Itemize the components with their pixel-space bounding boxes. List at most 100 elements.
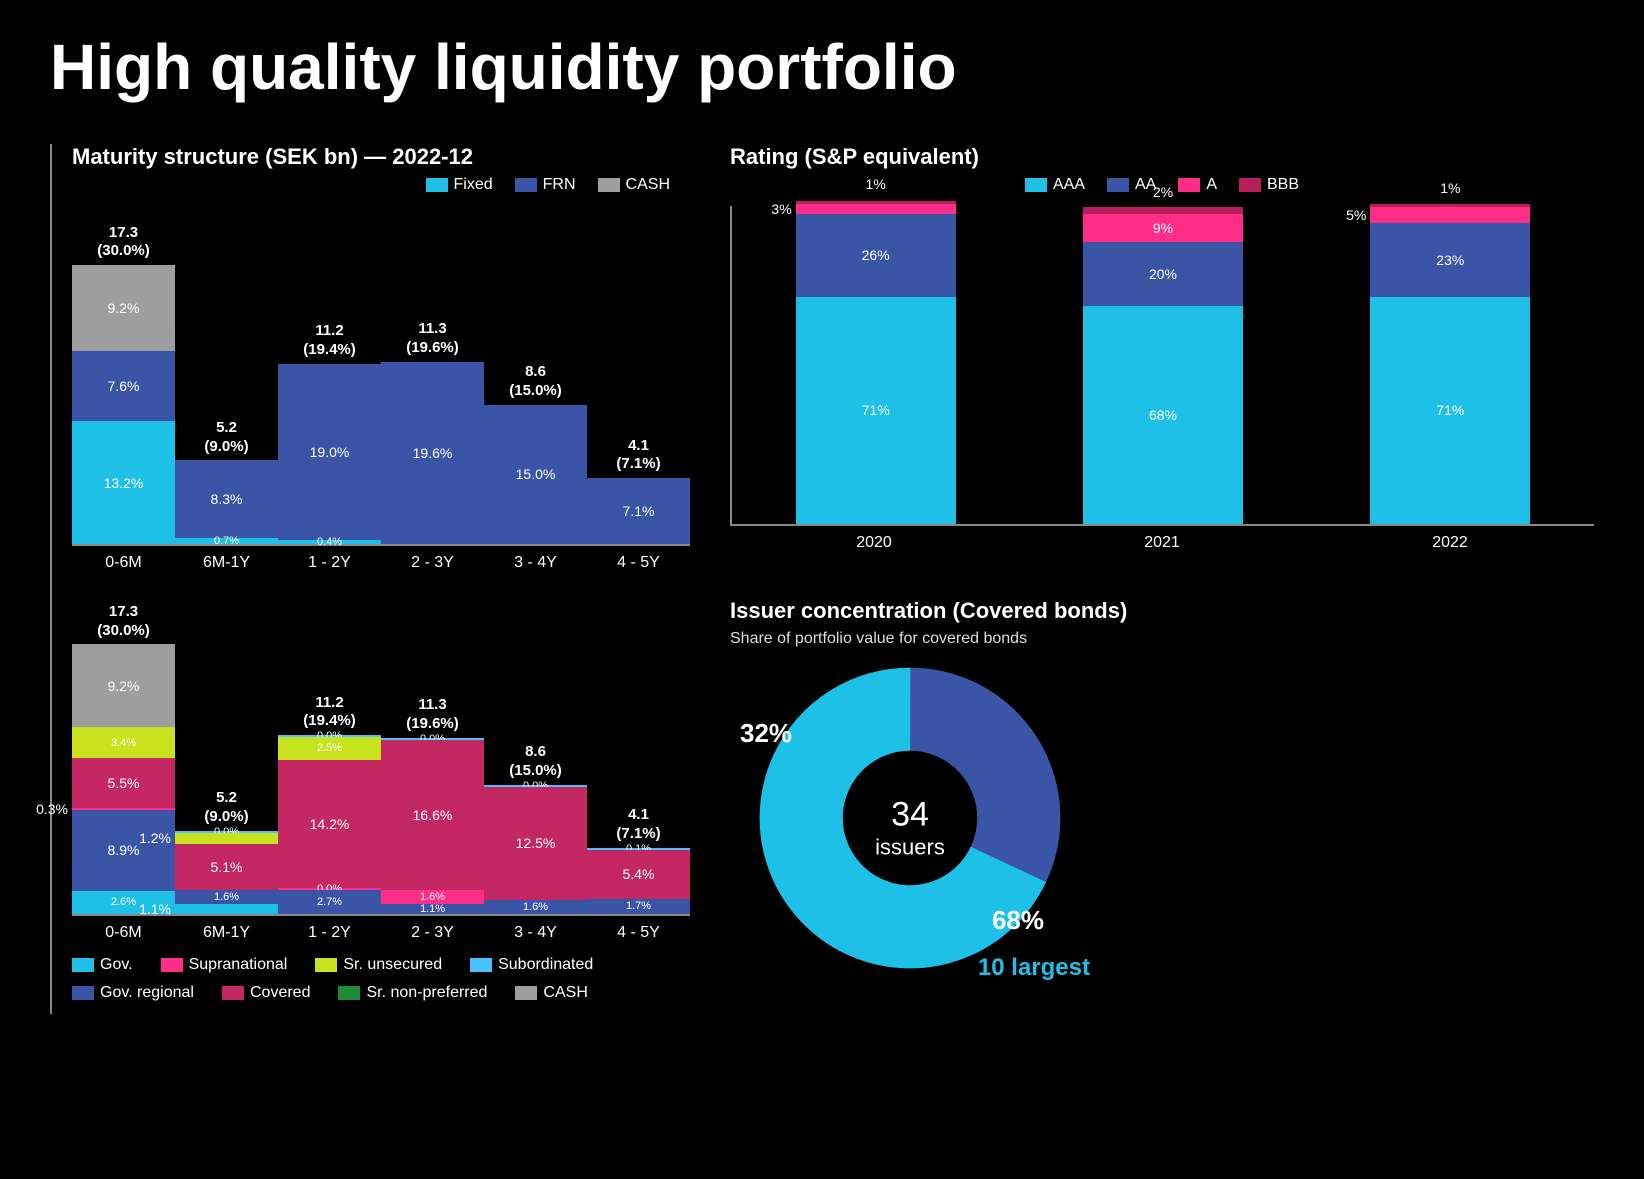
legend-item: CASH — [598, 176, 670, 194]
maturity-title: Maturity structure (SEK bn) — 2022-12 — [72, 144, 690, 170]
bar-segment: 1.6% — [484, 900, 587, 914]
issuer-title: Issuer concentration (Covered bonds) — [730, 598, 1594, 624]
maturity-xlabels-top: 0-6M6M-1Y1 - 2Y2 - 3Y3 - 4Y4 - 5Y — [72, 554, 690, 572]
x-label: 3 - 4Y — [484, 554, 587, 572]
page-title: High quality liquidity portfolio — [50, 30, 1594, 104]
bar-segment: 7.1% — [587, 478, 690, 544]
bar-col: 11.3(19.6%) 19.6% — [381, 320, 484, 544]
bar-segment: 9% — [1083, 214, 1243, 243]
donut-center-text: issuers — [875, 835, 945, 861]
bar-segment: 16.6% — [381, 740, 484, 890]
x-label: 4 - 5Y — [587, 554, 690, 572]
maturity-legend-bot: Gov.SupranationalSr. unsecuredSubordinat… — [72, 956, 690, 1002]
bar-total: 17.3(30.0%) — [97, 224, 150, 262]
bar-segment: 23% — [1370, 223, 1530, 297]
legend-item: AAA — [1025, 176, 1085, 194]
donut-center: 34 issuers — [875, 796, 945, 861]
legend-item: FRN — [515, 176, 576, 194]
bar-total: 5.2(9.0%) — [204, 789, 248, 827]
rating-title: Rating (S&P equivalent) — [730, 144, 1594, 170]
maturity-legend-top: Fixed FRN CASH — [72, 176, 690, 194]
bar-total: 17.3(30.0%) — [97, 603, 150, 641]
legend-item: Subordinated — [470, 956, 593, 974]
bar-col: 11.3(19.6%)1.1%1.6%16.6%0.0% — [381, 696, 484, 914]
bar-segment: 1.7% — [587, 899, 690, 914]
bar-col: 17.3(30.0%)2.6%8.9%0.3%5.5%3.4%9.2% — [72, 603, 175, 914]
bar-col: 4.1(7.1%)7.1% — [587, 437, 690, 544]
bar-total: 8.6(15.0%) — [509, 743, 562, 781]
bar-segment: 5.4% — [587, 850, 690, 899]
legend-item: AA — [1107, 176, 1156, 194]
bar-segment: 5.1% — [175, 844, 278, 890]
bar-col: 4.1(7.1%)1.7%5.4%0.1% — [587, 806, 690, 914]
legend-item: Supranational — [161, 956, 288, 974]
bar-col: 71%26%3%1% — [796, 201, 956, 524]
bar-segment: 14.2% — [278, 760, 381, 888]
bar-segment: 20% — [1083, 242, 1243, 306]
legend-item: Fixed — [426, 176, 493, 194]
bar-segment: 1.1% — [175, 904, 278, 914]
x-label: 2022 — [1370, 534, 1530, 552]
bar-total: 4.1(7.1%) — [616, 437, 660, 475]
maturity-panel: Maturity structure (SEK bn) — 2022-12 Fi… — [50, 144, 690, 1014]
bar-col: 71%23%5%1% — [1370, 204, 1530, 524]
bar-segment: 7.6% — [72, 351, 175, 422]
bar-segment: 1.2% — [175, 833, 278, 844]
maturity-chart-top: 17.3(30.0%) 13.2%7.6%9.2%5.2(9.0%)0.7%8.3… — [72, 206, 690, 546]
x-label: 1 - 2Y — [278, 924, 381, 942]
bar-segment: 0.3% — [72, 808, 175, 811]
legend-item: CASH — [515, 984, 587, 1002]
donut-label-largest: 68% — [992, 905, 1044, 936]
bar-col: 68%20%9%2% — [1083, 207, 1243, 524]
donut-label-rest: 32% — [740, 718, 792, 749]
donut-caption: 10 largest — [978, 954, 1090, 982]
rating-panel: Rating (S&P equivalent) AAAAAABBB 71%26%… — [730, 144, 1594, 568]
x-label: 2 - 3Y — [381, 924, 484, 942]
donut-center-number: 34 — [875, 796, 945, 835]
bar-segment: 3.4% — [72, 727, 175, 758]
legend-item: A — [1178, 176, 1217, 194]
bar-segment: 3% — [796, 204, 956, 214]
bar-total: 11.2(19.4%) — [303, 322, 356, 360]
x-label: 3 - 4Y — [484, 924, 587, 942]
legend-item: Sr. unsecured — [315, 956, 442, 974]
bar-segment: 2.7% — [278, 890, 381, 914]
bar-segment: 71% — [1370, 297, 1530, 524]
bar-segment: 1.6% — [175, 890, 278, 904]
bar-segment: 2.5% — [278, 737, 381, 760]
bar-col: 5.2(9.0%)1.1%1.6%5.1%1.2%0.0% — [175, 789, 278, 914]
bar-segment: 9.2% — [72, 265, 175, 350]
bar-total: 11.3(19.6%) — [406, 320, 459, 358]
bar-segment: 19.0% — [278, 364, 381, 541]
bar-segment: 0.7% — [175, 538, 278, 545]
legend-item: BBB — [1239, 176, 1299, 194]
x-label: 6M-1Y — [175, 554, 278, 572]
bar-total: 11.3(19.6%) — [406, 696, 459, 734]
bar-segment: 26% — [796, 214, 956, 297]
bar-segment: 5% — [1370, 207, 1530, 223]
legend-item: Covered — [222, 984, 310, 1002]
bar-col: 17.3(30.0%) 13.2%7.6%9.2% — [72, 224, 175, 544]
bar-col: 5.2(9.0%)0.7%8.3% — [175, 419, 278, 544]
maturity-chart-bot: 17.3(30.0%)2.6%8.9%0.3%5.5%3.4%9.2% 5.2(9… — [72, 586, 690, 916]
bar-segment: 0.4% — [278, 540, 381, 544]
x-label: 2020 — [794, 534, 954, 552]
bar-col: 11.2(19.4%)2.7%0.0%14.2%2.5%0.0% — [278, 694, 381, 914]
bar-segment: 1.6% — [381, 890, 484, 904]
bar-segment: 1.1% — [381, 904, 484, 914]
x-label: 6M-1Y — [175, 924, 278, 942]
x-label: 4 - 5Y — [587, 924, 690, 942]
x-label: 1 - 2Y — [278, 554, 381, 572]
legend-item: Gov. regional — [72, 984, 194, 1002]
issuer-sub: Share of portfolio value for covered bon… — [730, 630, 1594, 648]
x-label: 2021 — [1082, 534, 1242, 552]
bar-total: 8.6(15.0%) — [509, 363, 562, 401]
bar-segment: 19.6% — [381, 362, 484, 544]
bar-segment: 8.3% — [175, 460, 278, 537]
bar-segment: 8.9% — [72, 810, 175, 890]
x-label: 0-6M — [72, 554, 175, 572]
bar-segment: 15.0% — [484, 405, 587, 544]
bar-segment: 9.2% — [72, 644, 175, 727]
bar-segment: 13.2% — [72, 421, 175, 544]
rating-xlabels: 2020 2021 2022 — [730, 534, 1594, 552]
